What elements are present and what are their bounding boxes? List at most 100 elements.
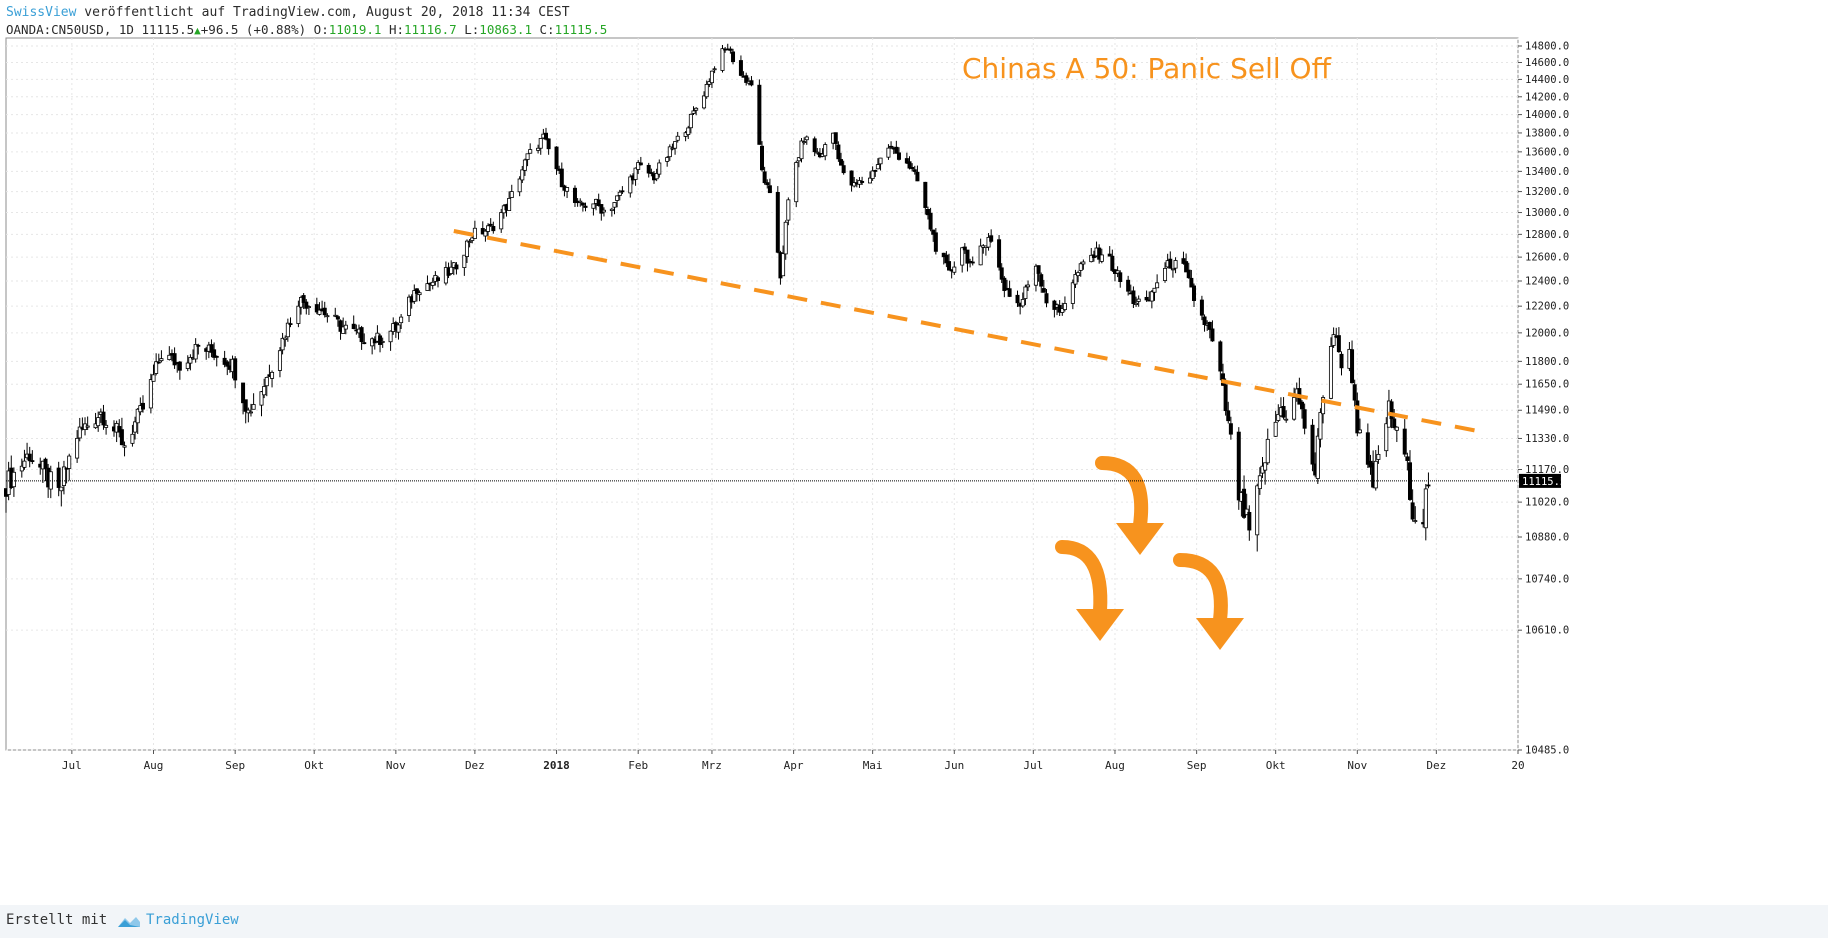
last-price-label: 11115.5: [1522, 476, 1566, 488]
candle-body: [59, 486, 64, 492]
y-tick-label: 14000.0: [1525, 109, 1569, 121]
candle-body: [177, 361, 182, 371]
y-tick-label: 12000.0: [1525, 327, 1569, 339]
candle-body: [1365, 432, 1370, 465]
x-tick-label: Feb: [628, 759, 648, 772]
candle-body: [1310, 424, 1315, 465]
candle-body: [1168, 258, 1173, 269]
candle-body: [649, 172, 654, 174]
candle-body: [923, 181, 928, 208]
candle-body: [193, 344, 198, 360]
candle-body: [775, 192, 780, 253]
candle-body: [1184, 261, 1189, 273]
candle-body: [1026, 284, 1031, 288]
candle-body: [989, 235, 994, 242]
candle-body: [1033, 265, 1038, 286]
curved-down-arrow-icon: [1173, 553, 1244, 650]
candle-body: [483, 230, 488, 237]
time-axis[interactable]: Jul Aug Sep Okt Nov Dez 2018 Feb Mrz Apr Mai Jun Jul…: [62, 750, 1525, 772]
open-value: 11019.1: [328, 22, 382, 37]
candle-body: [314, 304, 319, 313]
candle-body: [965, 249, 970, 264]
candle-body: [1410, 502, 1415, 520]
candle-body: [233, 358, 238, 381]
low-label: L:: [464, 22, 480, 37]
candle-body: [27, 453, 32, 462]
candle-body: [1244, 508, 1249, 515]
price-chart[interactable]: 14800.0 14600.0 14400.0 14200.0 14000.0 13800…: [0, 0, 1828, 905]
tradingview-logo-icon[interactable]: [116, 914, 142, 934]
candle-body: [1210, 328, 1215, 342]
candle-body: [544, 132, 549, 140]
publisher-link[interactable]: SwissView: [6, 5, 77, 20]
candle-body: [425, 283, 430, 291]
candle-body: [243, 399, 248, 412]
price-axis[interactable]: 14800.0 14600.0 14400.0 14200.0 14000.0 13800…: [1518, 41, 1569, 757]
candle-body: [794, 162, 799, 203]
candle-body: [262, 386, 267, 396]
candle-body: [1073, 274, 1078, 285]
candle-body: [351, 323, 356, 330]
candle-body: [1376, 453, 1381, 460]
candle-body: [580, 202, 585, 206]
y-tick-label: 14600.0: [1525, 57, 1569, 69]
candle-body: [1007, 288, 1012, 297]
candle-body: [435, 277, 440, 281]
candle-body: [1394, 426, 1399, 431]
candle-body: [970, 261, 975, 264]
candle-body: [1328, 345, 1333, 399]
candle-body: [159, 358, 164, 362]
candle-body: [1300, 401, 1305, 410]
candle-body: [704, 83, 709, 98]
x-tick-label: Okt: [304, 759, 324, 772]
dashed-trendline: [453, 229, 1479, 434]
candle-body: [488, 223, 493, 226]
candle-body: [720, 48, 725, 71]
chart-header: SwissView veröffentlicht auf TradingView…: [6, 4, 607, 39]
candle-body: [612, 202, 617, 208]
candle-body: [325, 315, 330, 318]
candle-body: [1118, 272, 1123, 282]
candle-body: [507, 198, 512, 211]
candle-body: [1081, 261, 1086, 265]
candle-body: [133, 421, 138, 433]
candle-body: [185, 362, 190, 369]
candle-body: [407, 296, 412, 316]
y-tick-label: 11170.0: [1525, 464, 1569, 476]
candle-body: [1392, 418, 1397, 428]
y-tick-label: 10610.0: [1525, 625, 1569, 637]
candle-body: [1302, 409, 1307, 429]
candle-body: [449, 266, 454, 274]
candle-body: [839, 159, 844, 166]
candle-body: [691, 110, 696, 114]
curved-down-arrow-icon: [1055, 540, 1124, 641]
candle-body: [731, 51, 736, 63]
candle-body: [520, 169, 525, 181]
candle-body: [1402, 428, 1407, 455]
candle-body: [559, 168, 564, 188]
open-label: O:: [313, 22, 329, 37]
y-tick-label: 14200.0: [1525, 91, 1569, 103]
candle-body: [1292, 397, 1297, 420]
candle-body: [414, 288, 419, 294]
candle-body: [1126, 279, 1131, 292]
x-tick-label: Dez: [465, 759, 485, 772]
y-tick-label: 13600.0: [1525, 146, 1569, 158]
candle-body: [962, 246, 967, 251]
candle-body: [878, 157, 883, 165]
candle-body: [599, 204, 604, 214]
candle-body: [694, 107, 699, 111]
candle-body: [285, 322, 290, 338]
candle-body: [904, 158, 909, 164]
tradingview-link[interactable]: TradingView: [146, 912, 239, 928]
candle-body: [378, 335, 383, 345]
candle-body: [1097, 247, 1102, 260]
candle-body: [925, 208, 930, 216]
candle-body: [738, 60, 743, 76]
candle-body: [486, 225, 491, 232]
candle-body: [75, 437, 80, 459]
candle-body: [1192, 285, 1197, 301]
candle-body: [343, 324, 348, 330]
candle-body: [11, 471, 16, 488]
candle-body: [728, 48, 733, 51]
